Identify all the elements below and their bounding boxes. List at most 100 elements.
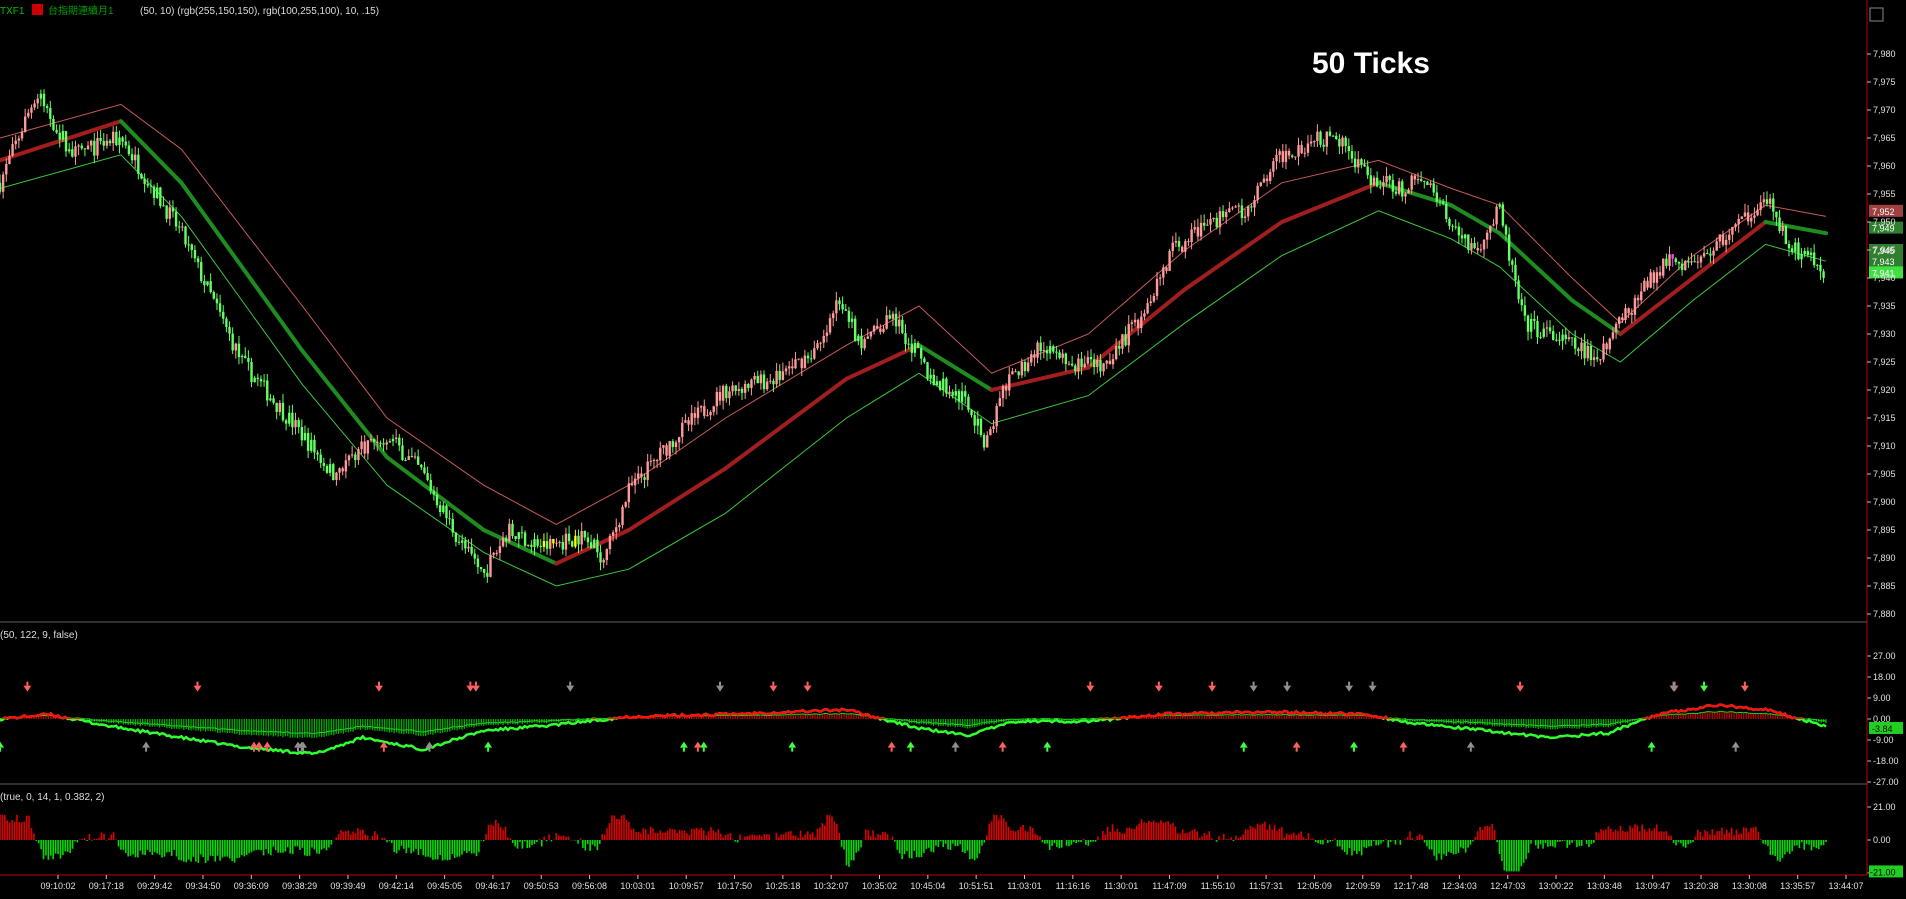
candle-body [369, 438, 373, 441]
candle-body [1812, 252, 1816, 266]
candle-body [464, 540, 467, 549]
candle-body [920, 348, 923, 359]
candle-body [1042, 350, 1046, 352]
candle-body [876, 325, 879, 329]
candle-body [1498, 204, 1501, 207]
mid-band-segment [1570, 298, 1623, 336]
candle-body [435, 494, 439, 506]
hist-y-tick-label: 21.00 [1873, 802, 1896, 812]
candle-body [577, 535, 580, 545]
candle-body [357, 449, 360, 461]
candle-body [750, 379, 753, 388]
candle-body [1357, 159, 1360, 168]
candle-body [372, 438, 376, 442]
mid-band-segment [1497, 231, 1575, 303]
candle-body [77, 145, 80, 147]
candle-body [599, 552, 602, 563]
candle-body [1190, 229, 1193, 243]
candle-body [731, 385, 734, 392]
candle-body [1668, 254, 1671, 266]
candle-body [1086, 357, 1090, 364]
candle-body [1397, 181, 1401, 194]
candle-body [1753, 215, 1756, 218]
osc-arrow-marker [951, 741, 960, 748]
candle-body [514, 536, 517, 540]
candle-body [1297, 145, 1300, 157]
y-tick-label: 7,880 [1873, 609, 1896, 619]
candle-body [501, 537, 505, 547]
candle-body [728, 391, 731, 399]
candle-body [1495, 206, 1498, 225]
candle-body [347, 455, 351, 461]
osc-arrow-marker [249, 741, 258, 748]
candle-body [1262, 178, 1266, 183]
candle-body [1265, 178, 1269, 181]
candle-body [1218, 211, 1222, 228]
candle-body [250, 361, 253, 383]
candle-body [401, 445, 404, 460]
candle-body [1023, 361, 1027, 372]
candle-body [699, 406, 703, 408]
candle-body [96, 138, 99, 156]
candle-body [486, 572, 489, 577]
candle-body [1146, 303, 1149, 314]
candle-body [310, 439, 313, 451]
osc-arrow-marker [1669, 685, 1678, 692]
candle-body [1526, 315, 1530, 332]
osc-y-tick-label: 27.00 [1873, 651, 1896, 661]
indicator-params: (50, 10) (rgb(255,150,150), rgb(100,255,… [140, 6, 379, 17]
lower-band-line [0, 154, 1827, 587]
candle-body [1592, 357, 1596, 361]
candle-body [1671, 254, 1674, 259]
candle-body [1445, 203, 1448, 219]
osc-arrow-marker [679, 741, 688, 748]
candle-body [693, 413, 697, 418]
candle-body [1259, 182, 1262, 186]
candle-body [1551, 331, 1555, 340]
histogram-params: (true, 0, 14, 1, 0.382, 2) [0, 792, 105, 803]
x-tick-label: 09:46:17 [475, 881, 510, 891]
candle-body [907, 343, 910, 345]
candle-body [621, 506, 624, 526]
candle-body [1143, 313, 1146, 317]
y-tick-label: 7,960 [1873, 161, 1896, 171]
x-tick-label: 10:35:02 [862, 881, 897, 891]
panel-menu-icon[interactable] [1869, 7, 1884, 22]
candle-body [426, 473, 429, 480]
candle-body [743, 383, 747, 393]
osc-arrow-marker [23, 685, 32, 692]
candle-body [1611, 332, 1615, 339]
candle-body [778, 370, 781, 380]
osc-arrow-marker [887, 741, 896, 748]
candle-body [288, 412, 291, 424]
candle-body [1350, 151, 1354, 159]
candle-body [1746, 212, 1750, 222]
candle-body [979, 418, 983, 436]
candle-body [1322, 144, 1325, 147]
candle-body [1756, 209, 1759, 216]
candle-body [1102, 363, 1105, 372]
candle-body [1586, 346, 1589, 359]
candle-body [1369, 175, 1373, 186]
oscillator-params: (50, 122, 9, false) [0, 630, 78, 641]
candle-body [1118, 345, 1121, 349]
candle-body [174, 211, 178, 227]
candle-body [1715, 241, 1718, 251]
candle-body [1451, 225, 1454, 227]
candle-body [206, 281, 209, 286]
candle-body [93, 140, 96, 156]
candle-body [850, 318, 854, 322]
candle-body [860, 335, 863, 349]
osc-arrow-marker [769, 685, 778, 692]
candle-body [162, 205, 165, 207]
osc-arrow-marker [566, 685, 575, 692]
candle-body [1724, 239, 1728, 245]
mid-band-segment [118, 119, 184, 185]
candle-body [1507, 234, 1511, 261]
candle-body [1564, 334, 1567, 340]
candle-body [467, 546, 470, 549]
candle-body [1080, 358, 1083, 368]
candle-body [20, 132, 24, 139]
candle-body [344, 460, 348, 472]
candle-body [1514, 264, 1517, 281]
